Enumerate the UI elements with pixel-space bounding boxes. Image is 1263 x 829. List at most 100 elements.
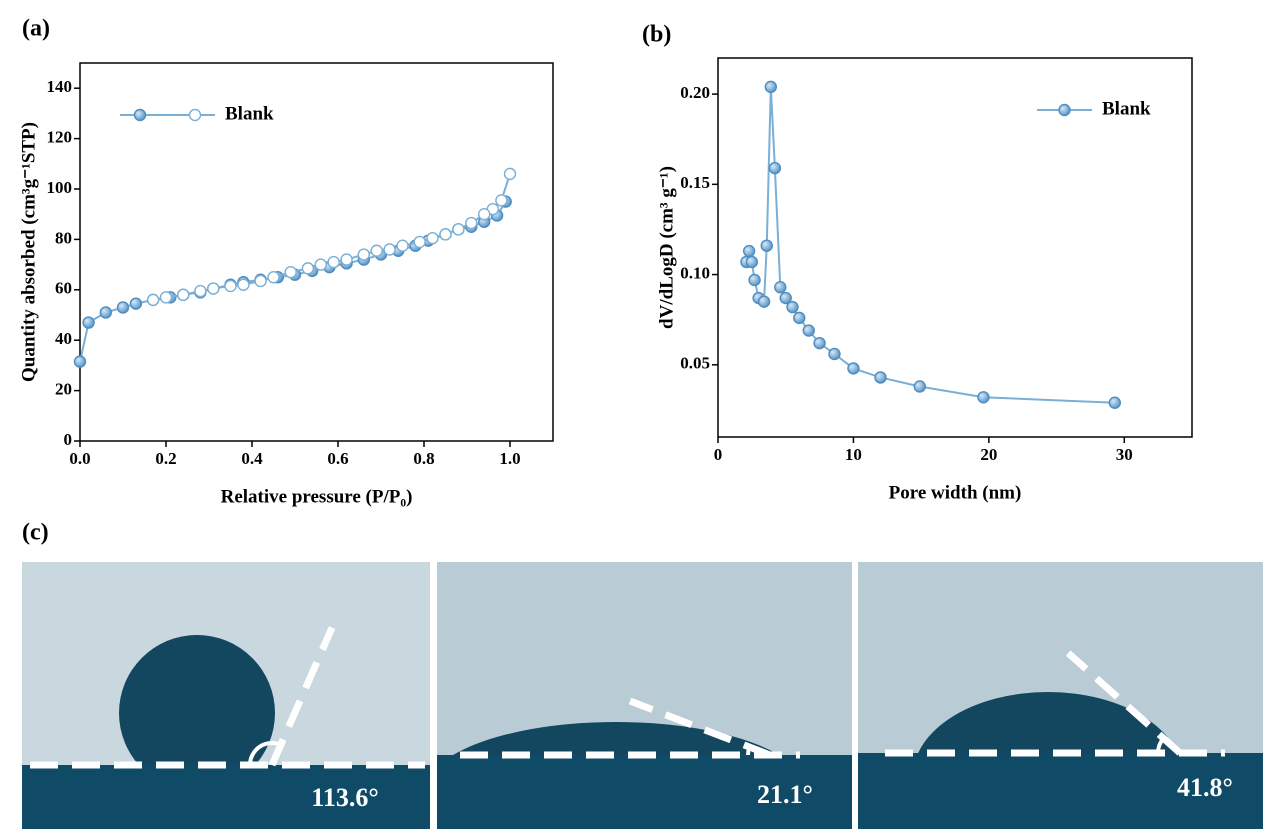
tangent-line <box>628 697 772 759</box>
data-point <box>176 288 190 302</box>
x-tick-label: 0 <box>714 445 723 464</box>
x-tick-label: 0.8 <box>413 449 434 468</box>
photo <box>858 562 1263 829</box>
photo <box>437 562 852 829</box>
data-point <box>503 167 517 181</box>
y-tick-label: 0.05 <box>680 354 710 373</box>
data-point <box>847 362 860 375</box>
angle-arc <box>746 746 752 756</box>
data-point <box>977 391 990 404</box>
x-tick-label: 0.4 <box>241 449 263 468</box>
series-line <box>745 86 1115 404</box>
data-point <box>159 291 173 304</box>
x-tick-label: 0.0 <box>69 449 90 468</box>
data-point <box>793 311 806 325</box>
y-tick-label: 0.15 <box>680 173 710 192</box>
data-point <box>237 278 250 291</box>
data-point <box>774 281 787 294</box>
y-tick-label: 0.20 <box>680 83 710 102</box>
data-point <box>99 306 113 319</box>
photo <box>22 562 430 829</box>
plot-frame <box>79 62 554 442</box>
data-point <box>764 80 778 94</box>
x-tick-label: 1.0 <box>499 449 520 468</box>
legend-label: Blank <box>1102 98 1151 119</box>
angle-label: 41.8° <box>1177 773 1233 802</box>
tangent-line <box>268 626 336 767</box>
legend-marker <box>133 108 147 122</box>
data-point <box>340 253 353 266</box>
plot-frame <box>717 57 1193 438</box>
data-point <box>802 324 815 337</box>
series-line <box>152 173 511 301</box>
y-tick-label: 100 <box>47 178 73 197</box>
data-point <box>874 371 887 384</box>
panel-label: (b) <box>642 22 671 48</box>
x-tick-label: 10 <box>845 445 862 464</box>
data-point <box>146 293 160 307</box>
data-point <box>194 284 207 298</box>
data-point <box>116 301 130 314</box>
legend-label: Blank <box>225 103 274 124</box>
data-point <box>426 231 439 245</box>
tangent-line <box>1065 650 1183 756</box>
data-point <box>207 282 220 295</box>
legend-marker <box>188 108 202 122</box>
data-point <box>284 265 297 279</box>
data-point <box>370 244 383 257</box>
angle-arc <box>1156 737 1166 754</box>
series-line <box>79 201 507 362</box>
angle-label: 21.1° <box>757 780 813 809</box>
data-point <box>742 244 756 258</box>
y-tick-label: 80 <box>55 228 72 247</box>
data-point <box>748 273 761 287</box>
data-point <box>768 161 782 175</box>
data-point <box>478 207 491 221</box>
data-point <box>913 380 926 393</box>
x-axis-label: Pore width (nm) <box>889 482 1022 503</box>
angle-arc <box>248 741 282 766</box>
y-tick-label: 20 <box>55 380 72 399</box>
y-tick-label: 140 <box>47 77 73 96</box>
data-point <box>439 228 452 241</box>
x-tick-label: 0.6 <box>327 449 348 468</box>
y-tick-label: 40 <box>55 329 72 348</box>
data-point <box>301 262 315 275</box>
y-tick-label: 60 <box>55 279 72 298</box>
x-tick-label: 20 <box>980 445 997 464</box>
data-point <box>779 291 792 305</box>
data-point <box>129 297 143 310</box>
data-point <box>413 235 426 249</box>
data-point <box>813 336 826 350</box>
data-point <box>314 258 327 271</box>
data-point <box>452 223 465 236</box>
data-point <box>267 271 280 284</box>
y-tick-label: 0 <box>64 430 73 449</box>
data-point <box>828 347 841 361</box>
data-point <box>327 255 340 269</box>
x-axis-label: Relative pressure (P/P₀) <box>221 486 413 507</box>
data-point <box>383 243 396 256</box>
data-point <box>757 295 771 308</box>
data-point <box>495 194 508 207</box>
data-point <box>357 248 370 261</box>
data-point <box>82 316 95 329</box>
data-point <box>745 255 759 269</box>
data-point <box>396 239 409 252</box>
x-tick-label: 30 <box>1116 445 1133 464</box>
data-point <box>73 355 87 368</box>
legend-marker <box>1058 103 1071 117</box>
y-axis-label: Quantity absorbed (cm³g⁻¹STP) <box>18 122 39 382</box>
x-tick-label: 0.2 <box>155 449 176 468</box>
y-tick-label: 0.10 <box>680 263 710 282</box>
data-point <box>760 239 773 252</box>
y-axis-label: dV/dLogD (cm³ g⁻¹) <box>656 166 677 329</box>
data-point <box>254 274 267 288</box>
angle-label: 113.6° <box>311 783 378 812</box>
data-point <box>1108 396 1122 409</box>
panel-label: (c) <box>22 520 49 546</box>
data-point <box>786 300 799 314</box>
y-tick-label: 120 <box>47 128 73 147</box>
panel-label: (a) <box>22 16 50 42</box>
